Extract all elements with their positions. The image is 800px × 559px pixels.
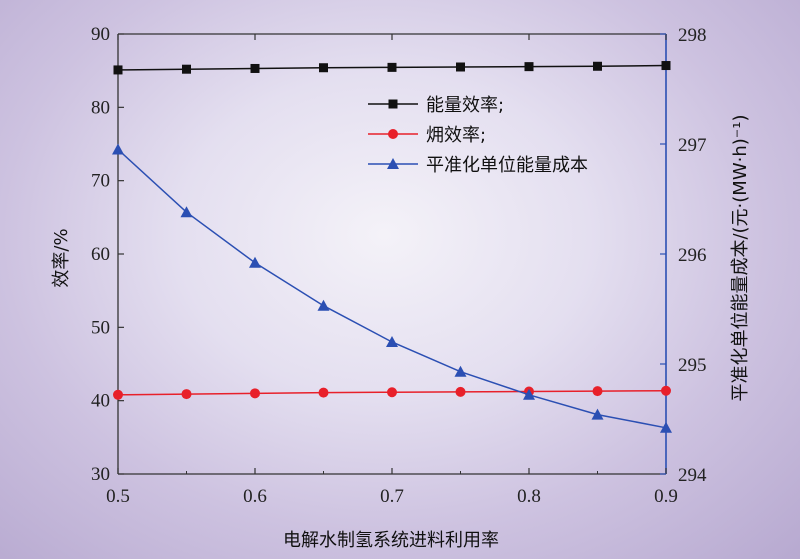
legend: 能量效率; 㶲效率; 平准化单位能量成本 [368,95,588,176]
data-point-circle [455,386,466,397]
x-tick-label: 0.5 [106,486,130,507]
y-right-tick-label: 298 [678,25,707,46]
data-point-square [524,62,534,72]
y-left-tick-label: 80 [91,97,110,118]
legend-label: 能量效率; [426,95,504,116]
y-left-tick-label: 40 [91,391,110,412]
y-axis-right-title: 平准化单位能量成本/(元·(MW·h)⁻¹) [730,114,751,401]
series-layer [112,61,672,433]
y-left-tick-label: 30 [91,464,110,485]
data-point-square [388,99,398,109]
x-axis-title: 电解水制氢系统进料利用率 [283,530,499,551]
data-point-square [593,61,602,71]
y-right-tick-label: 296 [678,245,707,266]
legend-label: 㶲效率; [426,125,486,146]
data-point-square [182,64,191,74]
data-point-square [113,65,123,75]
data-point-circle [388,129,398,139]
series-1 [113,61,671,75]
data-point-square [456,62,465,72]
data-point-circle [113,389,123,400]
series-3 [112,143,672,433]
series-2 [113,385,671,400]
legend-item: 平准化单位能量成本 [368,155,588,176]
legend-item: 能量效率; [368,95,504,116]
legend-label: 平准化单位能量成本 [426,155,588,176]
data-point-circle [181,389,192,400]
data-point-triangle [386,336,398,347]
series-line [117,148,667,429]
data-point-triangle [660,421,672,433]
data-point-square [387,62,397,72]
data-point-circle [387,387,397,398]
data-point-triangle [591,408,604,420]
data-point-circle [250,388,260,399]
data-point-triangle [387,158,399,169]
x-tick-label: 0.8 [517,486,541,507]
x-tick-label: 0.9 [654,486,678,507]
y-right-tick-label: 294 [678,465,707,486]
y-left-tick-label: 60 [91,244,110,265]
data-point-square [661,61,671,71]
axes: 0.5 0.6 0.7 0.8 0.9 30 40 50 60 70 80 90 294 295 296 29… [91,24,707,507]
data-point-triangle [112,143,124,155]
data-point-square [319,63,328,73]
data-point-triangle [317,299,330,311]
y-right-tick-label: 297 [678,135,707,156]
data-point-circle [318,387,329,398]
x-tick-label: 0.6 [243,486,267,507]
data-point-circle [661,385,671,396]
y-axis-left-title: 效率/% [51,228,72,287]
data-point-circle [592,386,603,397]
data-point-triangle [249,256,261,268]
data-point-triangle [180,206,193,218]
y-left-tick-label: 70 [91,171,110,192]
data-point-square [250,63,260,73]
data-point-triangle [523,388,535,400]
y-left-tick-label: 50 [91,317,110,338]
x-tick-label: 0.7 [380,486,404,507]
y-left-tick-label: 90 [91,24,110,45]
legend-item: 㶲效率; [368,125,486,146]
data-point-triangle [454,365,467,377]
y-right-tick-label: 295 [678,355,707,376]
